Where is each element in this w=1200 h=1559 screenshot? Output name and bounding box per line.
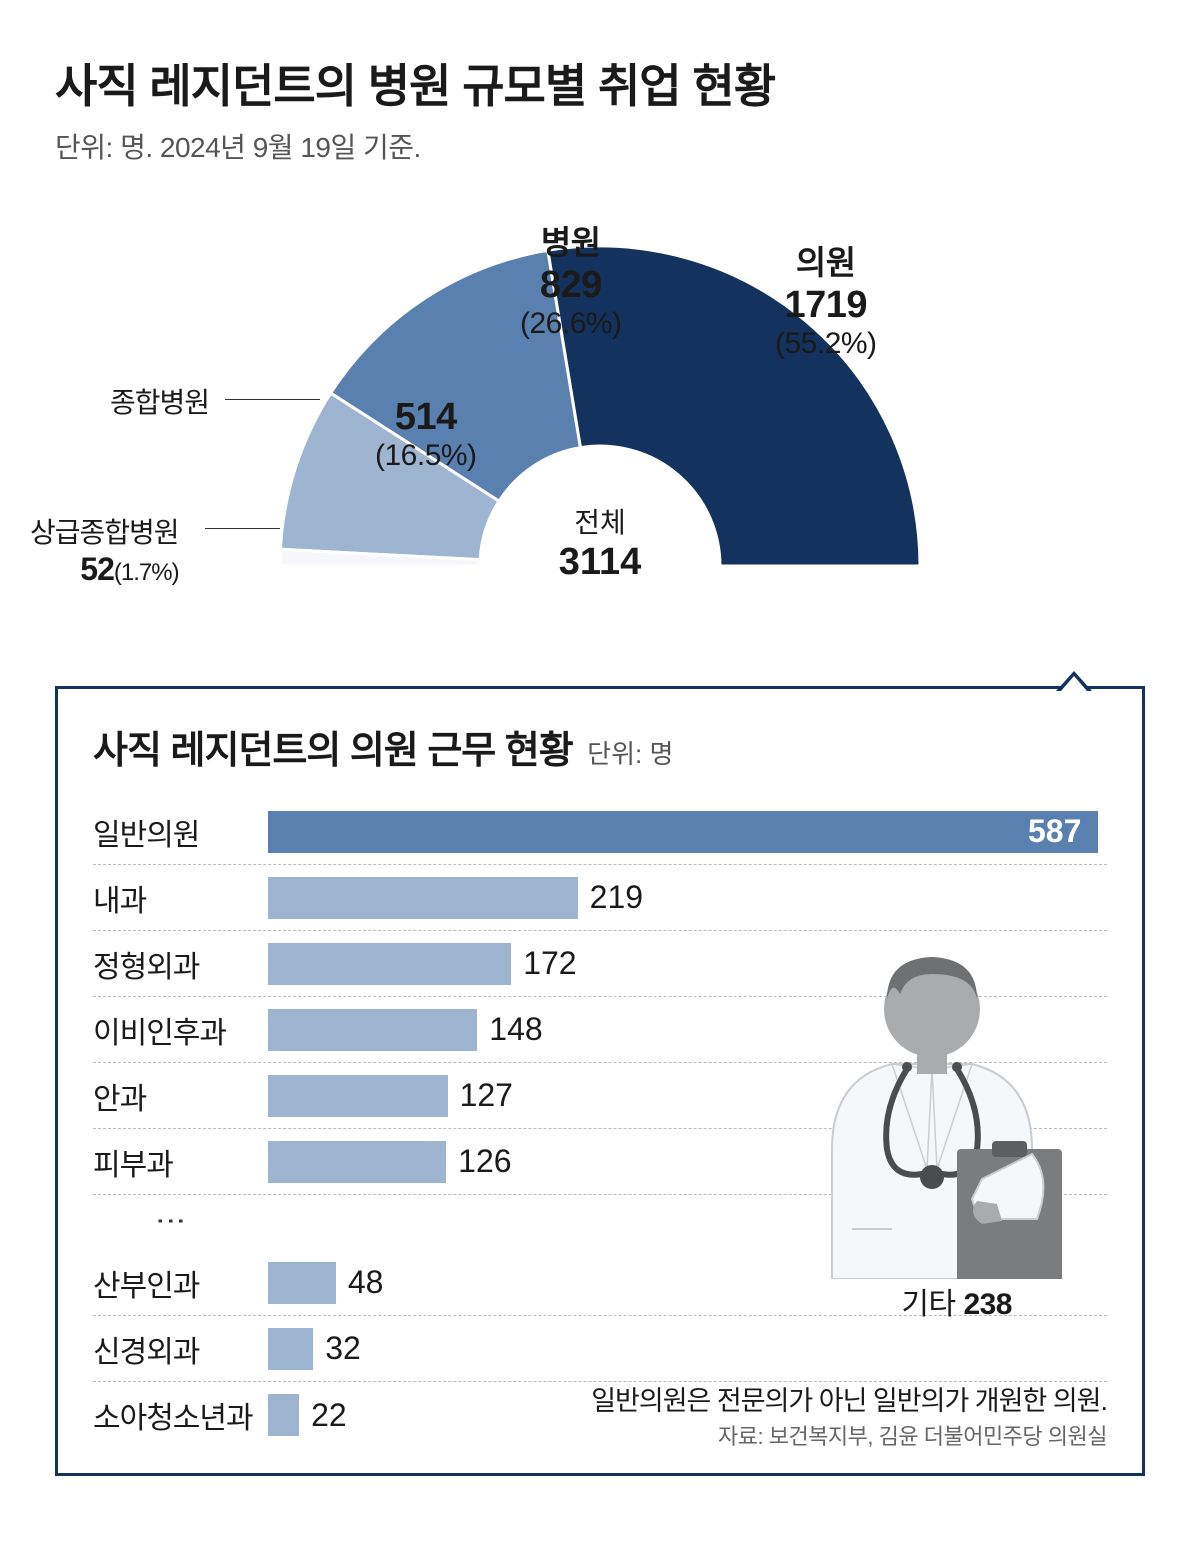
- page-title: 사직 레지던트의 병원 규모별 취업 현황: [55, 50, 1145, 116]
- bar-label: 이비인후과: [93, 1008, 268, 1052]
- donut-label-slice-1: 병원 829 (26.6%): [520, 216, 622, 341]
- bar-fill: [268, 1075, 448, 1117]
- bar-fill: [268, 943, 511, 985]
- donut-slice-value: 52: [80, 551, 114, 587]
- donut-slice-percent: (1.7%): [114, 559, 179, 586]
- bar-label: 소아청소년과: [93, 1393, 268, 1437]
- etc-value: 238: [963, 1288, 1012, 1321]
- bar-value: 587: [1028, 813, 1081, 850]
- box-title: 사직 레지던트의 의원 근무 현황: [93, 730, 573, 772]
- donut-slice-percent: (55.2%): [775, 327, 877, 361]
- bar-label: 안과: [93, 1074, 268, 1118]
- bar-fill: [268, 877, 578, 919]
- bar-fill: [268, 1394, 299, 1436]
- bar-fill: [268, 811, 1098, 853]
- donut-side-label-2: 종합병원: [110, 381, 209, 421]
- bar-value: 22: [311, 1397, 347, 1434]
- footnote: 일반의원은 전문의가 아닌 일반의가 개원한 의원.: [591, 1379, 1107, 1418]
- donut-slice-name: 상급종합병원: [30, 511, 179, 551]
- source-text: 자료: 보건복지부, 김윤 더불어민주당 의원실: [718, 1419, 1107, 1451]
- donut-chart-area: 의원 1719 (55.2%) 병원 829 (26.6%) 514 (16.5…: [55, 196, 1145, 666]
- etc-text: 기타: [901, 1288, 955, 1321]
- page-subtitle: 단위: 명. 2024년 9월 19일 기준.: [55, 126, 1145, 166]
- bar-chart-box: 사직 레지던트의 의원 근무 현황 단위: 명 일반의원 587 내과 219 정형외과…: [55, 686, 1145, 1476]
- box-unit: 단위: 명: [587, 739, 673, 769]
- donut-slice-percent: (26.6%): [520, 307, 622, 341]
- bar-label: 정형외과: [93, 942, 268, 986]
- bar-fill: [268, 1009, 477, 1051]
- donut-slice-name: 종합병원: [110, 387, 209, 418]
- donut-center-label: 전체 3114: [559, 501, 641, 584]
- donut-side-label-3: 상급종합병원 52(1.7%): [30, 511, 179, 588]
- bar-label: 신경외과: [93, 1327, 268, 1371]
- leader-line: [225, 399, 320, 400]
- donut-slice-value: 829: [520, 264, 622, 307]
- bar-fill: [268, 1328, 313, 1370]
- bar-value: 219: [590, 879, 643, 916]
- bar-fill: [268, 1262, 336, 1304]
- bar-track: 587: [268, 799, 1107, 864]
- donut-label-slice-0: 의원 1719 (55.2%): [775, 236, 877, 361]
- bar-label: 산부인과: [93, 1261, 268, 1305]
- bar-value: 32: [325, 1330, 361, 1367]
- bar-label: 피부과: [93, 1140, 268, 1184]
- donut-label-slice-2: 514 (16.5%): [375, 396, 477, 473]
- bar-value: 127: [460, 1077, 513, 1114]
- bar-row: 신경외과 32: [93, 1316, 1107, 1382]
- donut-slice-name: 병원: [520, 216, 622, 264]
- ellipsis: ⋮: [93, 1195, 188, 1250]
- donut-center-text: 전체: [559, 501, 641, 541]
- donut-slice-value: 514: [375, 396, 477, 439]
- donut-total: 3114: [559, 541, 641, 584]
- donut-slice-name: 의원: [775, 236, 877, 284]
- bar-label: 내과: [93, 876, 268, 920]
- bar-label: 일반의원: [93, 810, 268, 854]
- bar-value: 48: [348, 1264, 384, 1301]
- doctor-icon: [772, 919, 1092, 1279]
- bar-track: 32: [268, 1316, 1107, 1381]
- bar-value: 172: [523, 945, 576, 982]
- box-pointer-icon: [1056, 671, 1092, 691]
- bar-row: 일반의원 587: [93, 799, 1107, 865]
- donut-slice-value: 1719: [775, 284, 877, 327]
- etc-label: 기타 238: [901, 1279, 1012, 1323]
- leader-line: [205, 528, 280, 529]
- donut-slice-percent: (16.5%): [375, 439, 477, 473]
- bar-value: 148: [489, 1011, 542, 1048]
- bar-fill: [268, 1141, 446, 1183]
- bar-value: 126: [458, 1143, 511, 1180]
